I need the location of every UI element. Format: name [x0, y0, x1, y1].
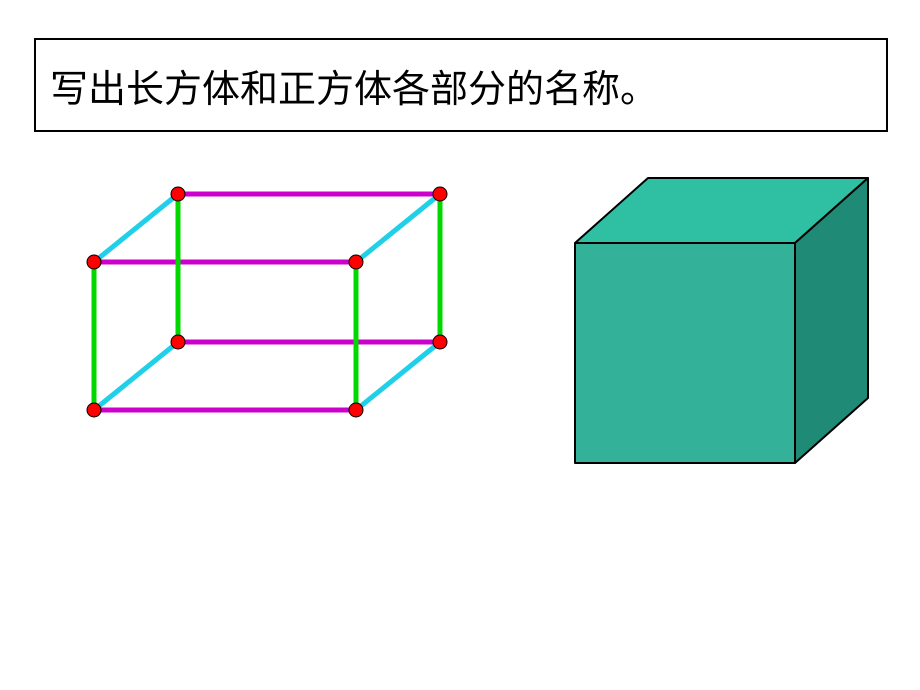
prism-edge [94, 194, 178, 262]
prism-vertex [433, 187, 447, 201]
prism-vertex [433, 335, 447, 349]
prism-vertex [171, 335, 185, 349]
cube-solid [575, 178, 868, 463]
prism-edge [94, 342, 178, 410]
rectangular-prism-wireframe [87, 187, 447, 417]
cube-face-front [575, 243, 795, 463]
prism-edge [356, 194, 440, 262]
diagram-svg [0, 0, 920, 690]
prism-vertex [349, 403, 363, 417]
prism-vertex [87, 403, 101, 417]
prism-vertex [87, 255, 101, 269]
prism-vertex [171, 187, 185, 201]
prism-edge [356, 342, 440, 410]
prism-vertex [349, 255, 363, 269]
slide-canvas: { "canvas": { "width": 920, "height": 69… [0, 0, 920, 690]
